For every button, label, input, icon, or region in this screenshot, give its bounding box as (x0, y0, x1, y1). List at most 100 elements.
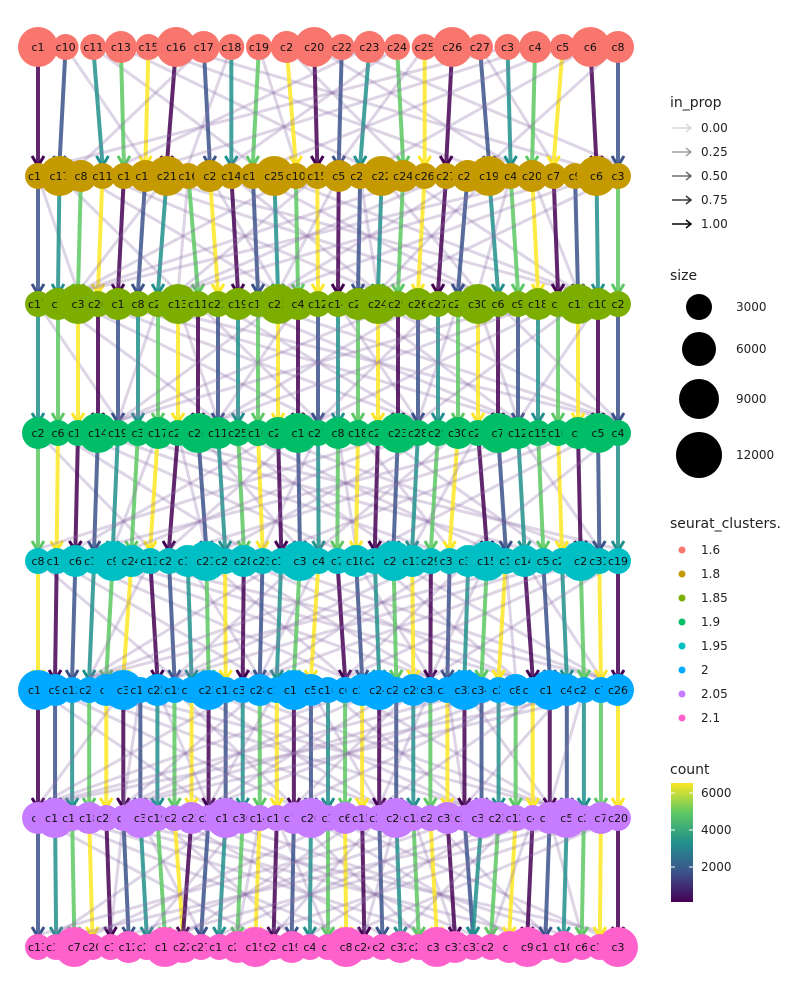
edge (122, 688, 380, 808)
edge (223, 560, 228, 679)
cluster-node (578, 413, 618, 453)
cluster-node-label: c9 (49, 684, 62, 697)
cluster-node-label: c16 (178, 170, 198, 183)
edge (80, 174, 279, 294)
edge (185, 560, 194, 679)
cluster-node-label: c21 (196, 555, 216, 568)
edge (410, 560, 416, 679)
cluster-node-label: c22 (332, 41, 352, 54)
edge (177, 174, 576, 294)
edge (240, 560, 246, 679)
cluster-node (508, 545, 541, 577)
cluster-node-label: c3 (293, 555, 306, 568)
legend: in_prop 0.00 0.25 0.50 0.75 1.00 size 3000 60… (670, 95, 781, 902)
legend-clusters-title: seurat_clusters. (670, 516, 781, 532)
edge (402, 174, 579, 294)
edge (122, 688, 261, 808)
cluster-node (570, 27, 611, 67)
edge (54, 816, 347, 937)
cluster-node-label: c27 (428, 298, 448, 311)
cluster-node-label: c10 (286, 170, 306, 183)
edge (276, 175, 341, 293)
cluster-node-label: c8 (331, 427, 344, 440)
cluster-node (270, 31, 303, 63)
cluster-node (45, 420, 71, 446)
legend-size-key (679, 379, 719, 419)
cluster-node-label: c29 (421, 555, 441, 568)
cluster-node (249, 548, 276, 574)
cluster-node (485, 291, 511, 317)
edge (462, 560, 471, 679)
cluster-node-label: c11 (208, 427, 228, 440)
edge (118, 46, 126, 165)
edge (229, 175, 240, 293)
cluster-node-label: c11 (83, 41, 103, 54)
legend-size-title: size (670, 268, 697, 284)
cluster-node (598, 927, 638, 967)
edge (77, 431, 338, 551)
edge (410, 432, 480, 550)
cluster-node-label: c25 (415, 41, 435, 54)
cluster-node (254, 156, 295, 196)
edge (109, 817, 125, 936)
legend-size-label: 3000 (736, 300, 767, 314)
edge (70, 560, 78, 679)
cluster-node-label: c23 (252, 555, 272, 568)
edge (343, 817, 349, 936)
legend-in-prop-label: 1.00 (701, 217, 728, 231)
cluster-node-label: c5 (332, 170, 345, 183)
cluster-node (322, 160, 355, 192)
edge (156, 816, 293, 937)
cluster-node-label: c1 (111, 298, 124, 311)
cluster-node-label: c24 (122, 555, 142, 568)
edge (476, 175, 513, 293)
legend-cluster-swatch (678, 690, 686, 698)
cluster-node (185, 291, 211, 317)
legend-size-keys: 3000 6000 9000 12000 (676, 294, 774, 478)
cluster-node-label: c11 (92, 170, 112, 183)
cluster-node-label: c5 (591, 427, 604, 440)
legend-size-key (686, 294, 712, 320)
legend-cluster-label: 1.9 (701, 615, 720, 629)
cluster-node (58, 284, 98, 324)
cluster-node (387, 160, 420, 192)
cluster-node-label: c19 (108, 427, 128, 440)
edge (164, 816, 585, 937)
legend-in-prop-title: in_prop (670, 95, 722, 111)
cluster-node (89, 163, 116, 189)
edge (37, 431, 399, 551)
cluster-node (530, 548, 557, 574)
edge (182, 816, 363, 937)
cluster-node-label: c20 (522, 170, 542, 183)
legend-size-key (682, 332, 716, 366)
cluster-node (305, 548, 332, 574)
edge (489, 817, 535, 936)
cluster-node (78, 413, 118, 453)
edge (516, 432, 527, 550)
edge (57, 431, 245, 551)
legend-in-prop-label: 0.25 (701, 145, 728, 159)
edge (96, 175, 105, 293)
edge (37, 559, 176, 680)
cluster-node-label: c26 (442, 41, 462, 54)
edge (541, 560, 552, 679)
edge (477, 46, 492, 165)
cluster-node-label: c14 (514, 555, 534, 568)
edge (70, 817, 77, 936)
cluster-node-label: c6 (575, 941, 588, 954)
edge (445, 689, 466, 807)
cluster-node (522, 288, 554, 320)
edge (462, 817, 475, 936)
cluster-node (466, 34, 493, 60)
legend-in-prop-label: 0.00 (701, 121, 728, 135)
edge (177, 174, 319, 294)
cluster-node (146, 156, 187, 196)
cluster-node (222, 288, 254, 320)
edge (130, 431, 419, 551)
cluster-node (425, 291, 451, 317)
cluster-node-label: c15 (307, 170, 327, 183)
edge (143, 46, 151, 165)
edge (257, 46, 298, 165)
legend-size-label: 6000 (736, 342, 767, 356)
edge (344, 559, 600, 680)
